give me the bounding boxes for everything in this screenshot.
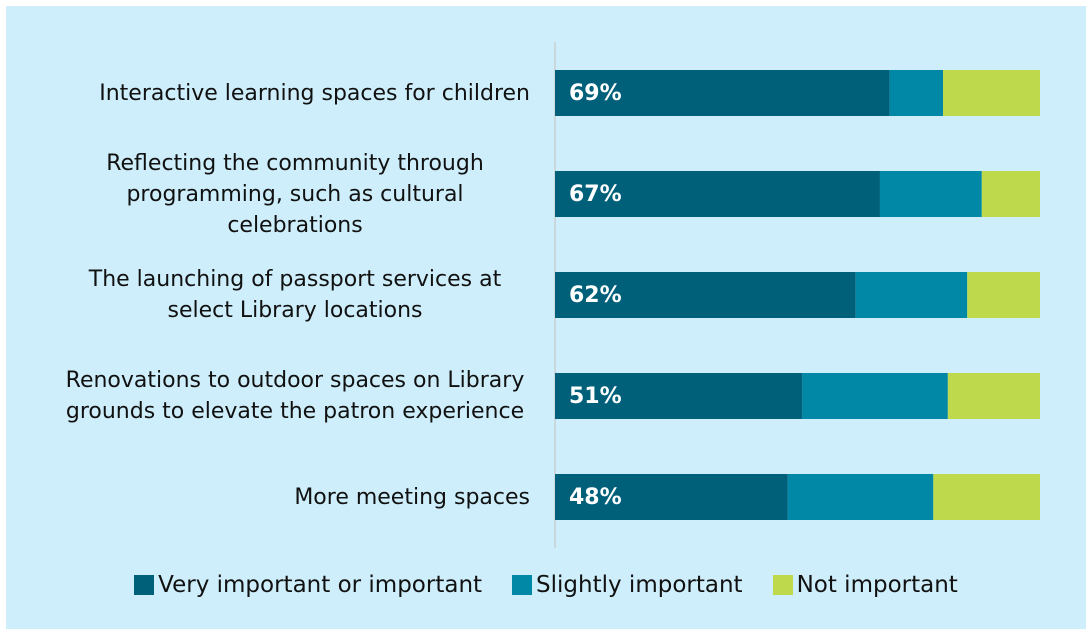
value-label: 51%: [569, 384, 622, 409]
category-label: Interactive learning spaces for children: [99, 80, 530, 106]
category-label: Renovations to outdoor spaces on Library…: [65, 368, 525, 424]
bar-segment: [967, 272, 1040, 318]
bar-segment: [555, 171, 880, 217]
legend-item: Very important or important: [134, 572, 482, 598]
category-label-box: Reflecting the community through program…: [50, 144, 530, 244]
bar-segment: [889, 70, 943, 116]
value-label: 62%: [569, 283, 622, 308]
legend-swatch: [772, 575, 793, 595]
bar-segment: [787, 474, 934, 520]
bar-segment: [855, 272, 968, 318]
category-label-box: Renovations to outdoor spaces on Library…: [50, 346, 530, 446]
category-label: The launching of passport services at se…: [88, 267, 502, 323]
legend-item: Slightly important: [512, 572, 743, 598]
category-label-box: The launching of passport services at se…: [50, 245, 530, 345]
bar-segment: [802, 373, 948, 419]
bar-segment: [555, 474, 788, 520]
bar-segment: [879, 171, 982, 217]
bar-segment: [933, 474, 1040, 520]
category-label: Reflecting the community through program…: [106, 150, 484, 238]
legend-label: Very important or important: [158, 572, 483, 598]
legend-swatch: [512, 575, 533, 595]
category-label: More meeting spaces: [294, 484, 530, 510]
value-label: 69%: [569, 81, 622, 106]
bar-segment: [555, 373, 803, 419]
category-label-box: Interactive learning spaces for children: [50, 43, 530, 143]
bar-segment: [555, 70, 890, 116]
legend-swatch: [134, 575, 155, 595]
bar-segment: [943, 70, 1040, 116]
legend-label: Slightly important: [536, 572, 743, 598]
legend-label: Not important: [796, 572, 958, 598]
bar-segment: [947, 373, 1040, 419]
value-label: 48%: [569, 485, 622, 510]
value-label: 67%: [569, 182, 622, 207]
bar-segment: [555, 272, 856, 318]
legend: Very important or important Slightly impo…: [0, 572, 1092, 598]
bar-segment: [981, 171, 1040, 217]
legend-item: Not important: [772, 572, 958, 598]
category-label-box: More meeting spaces: [50, 447, 530, 547]
